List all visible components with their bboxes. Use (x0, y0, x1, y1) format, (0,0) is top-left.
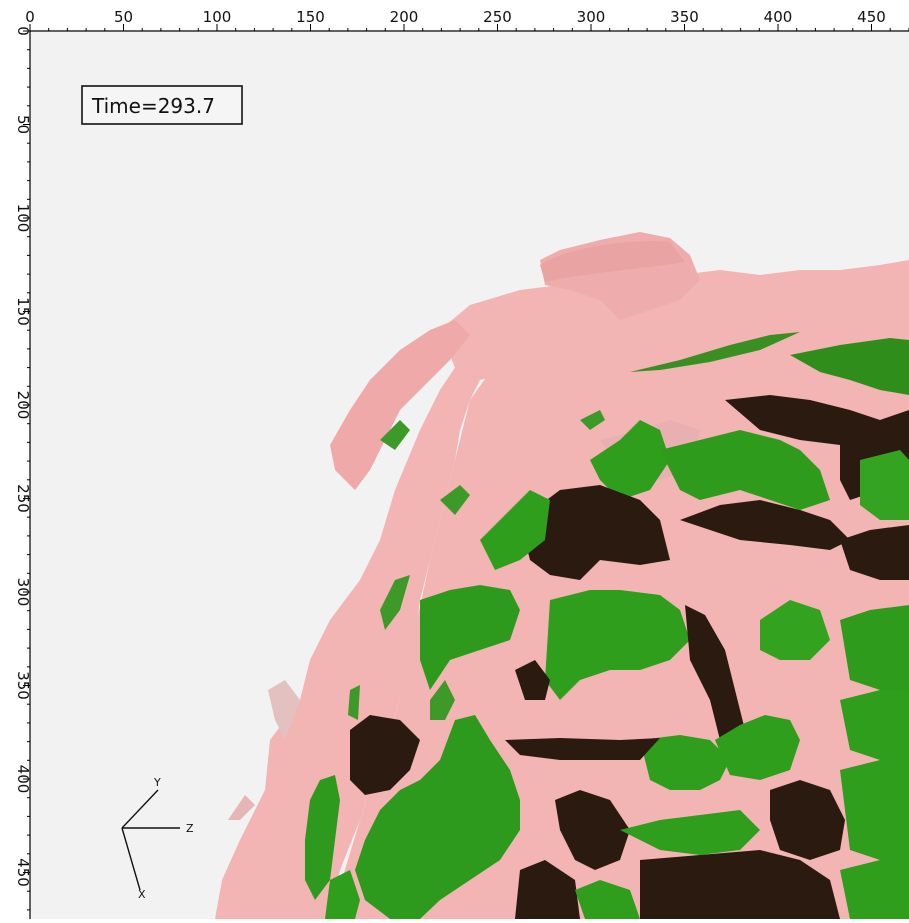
x-tick-label: 0 (25, 8, 35, 26)
y-tick-label: 450 (14, 858, 32, 887)
x-tick-label: 300 (577, 8, 606, 26)
y-tick-label: 100 (14, 204, 32, 233)
x-tick-label: 200 (390, 8, 419, 26)
y-tick-label: 50 (14, 115, 32, 134)
y-axis-label: Y (153, 776, 161, 789)
x-tick-label: 100 (203, 8, 232, 26)
time-label: Time=293.7 (91, 94, 215, 118)
time-label-frame (81, 85, 243, 125)
top-ruler-ticks: 0 50 100 150 200 250 300 350 400 450 (25, 8, 909, 31)
y-tick-label: 0 (14, 26, 32, 36)
x-tick-label: 350 (670, 8, 699, 26)
x-tick-label: 400 (764, 8, 793, 26)
y-tick-label: 350 (14, 671, 32, 700)
left-ruler-ticks: 0 50 100 150 200 250 300 350 400 450 (14, 26, 32, 911)
x-tick-label: 450 (857, 8, 886, 26)
y-axis-line (121, 789, 159, 829)
x-tick-label: 250 (483, 8, 512, 26)
orientation-axes (121, 789, 180, 891)
time-label-box: Time=293.7 (81, 85, 243, 125)
y-tick-label: 300 (14, 578, 32, 607)
inner-isosurface (305, 332, 909, 919)
y-tick-label: 150 (14, 297, 32, 326)
y-tick-label: 400 (14, 765, 32, 794)
x-tick-label: 50 (114, 8, 133, 26)
x-axis-line (121, 827, 141, 891)
z-axis-label: Z (186, 822, 194, 835)
y-tick-label: 250 (14, 484, 32, 513)
x-axis-label: X (138, 888, 146, 901)
x-tick-label: 150 (296, 8, 325, 26)
y-tick-label: 200 (14, 391, 32, 420)
